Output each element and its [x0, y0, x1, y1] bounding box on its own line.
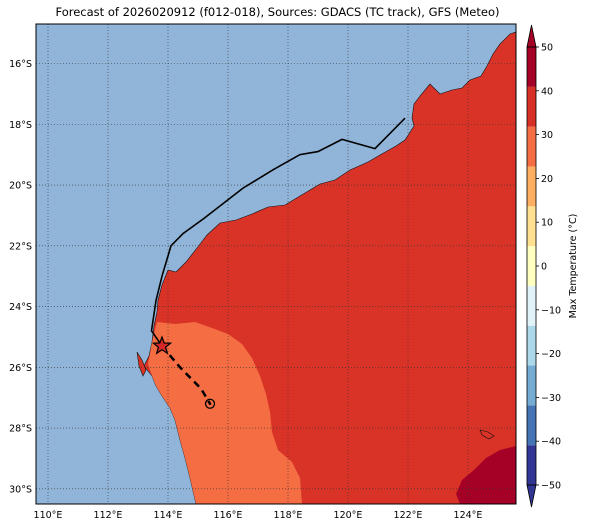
colorbar-tick: −10 [541, 305, 561, 316]
longitude-tick: 120°E [334, 510, 363, 521]
colorbar-tick: −50 [541, 481, 561, 492]
latitude-tick: 22°S [9, 241, 32, 252]
colorbar-tick: −40 [541, 437, 561, 448]
longitude-tick: 118°E [274, 510, 303, 521]
latitude-tick: 30°S [9, 484, 32, 495]
longitude-tick: 110°E [34, 510, 63, 521]
tc-end-dot [208, 402, 212, 406]
longitude-tick: 124°E [454, 510, 483, 521]
colorbar-segment [527, 206, 536, 247]
colorbar-segment [527, 365, 536, 406]
land-region-40-50 [456, 446, 516, 504]
colorbar-tick-labels: 50 40 30 20 10 0 −10 −20 −30 −40 −50 [536, 43, 561, 492]
colorbar-tick: 0 [541, 262, 547, 273]
longitude-tick: 114°E [154, 510, 183, 521]
colorbar-segment [527, 166, 536, 207]
latitude-tick-labels: 16°S 18°S 20°S 22°S 24°S 26°S 28°S 30°S [9, 59, 32, 495]
colorbar-segment [527, 246, 536, 286]
colorbar-segment [527, 325, 536, 366]
island-northwest [479, 429, 495, 440]
latitude-tick: 18°S [9, 120, 32, 131]
colorbar-segment [527, 445, 536, 485]
latitude-tick: 24°S [9, 302, 32, 313]
longitude-tick: 122°E [394, 510, 423, 521]
colorbar-segment [527, 405, 536, 446]
latitude-tick: 20°S [9, 181, 32, 192]
colorbar-segment [527, 86, 536, 127]
graticule [36, 24, 516, 504]
map-frame [35, 23, 517, 505]
colorbar-tick: −20 [541, 349, 561, 360]
colorbar-label: Max Temperature (°C) [568, 214, 579, 319]
tc-forecast-end-marker [204, 398, 216, 409]
colorbar-tick: 40 [541, 86, 553, 97]
colorbar [526, 24, 537, 508]
colorbar-segment [527, 285, 536, 326]
island-shark-bay [136, 351, 147, 377]
tc-end-ring [204, 398, 216, 409]
tc-current-position-star [151, 335, 173, 355]
longitude-tick: 116°E [214, 510, 243, 521]
colorbar-extend-max [526, 24, 537, 48]
colorbar-tick: 50 [541, 43, 553, 54]
colorbar-tick: 30 [541, 130, 553, 141]
colorbar-tick: −30 [541, 393, 561, 404]
longitude-tick: 112°E [94, 510, 123, 521]
latitude-tick: 16°S [9, 59, 32, 70]
map-plot-area [36, 24, 516, 504]
tc-past-track [150, 117, 406, 347]
colorbar-segment [527, 47, 536, 87]
latitude-tick: 28°S [9, 424, 32, 435]
chart-title: Forecast of 2026020912 (f012-018), Sourc… [55, 5, 500, 19]
latitude-tick: 26°S [9, 363, 32, 374]
colorbar-tick: 10 [541, 218, 553, 229]
longitude-tick-labels: 110°E 112°E 114°E 116°E 118°E 120°E 122°E 124°E [34, 510, 483, 521]
colorbar-extend-min [526, 484, 537, 508]
colorbar-tick: 20 [541, 174, 553, 185]
colorbar-segment [527, 126, 536, 167]
tc-forecast-track [161, 345, 212, 405]
